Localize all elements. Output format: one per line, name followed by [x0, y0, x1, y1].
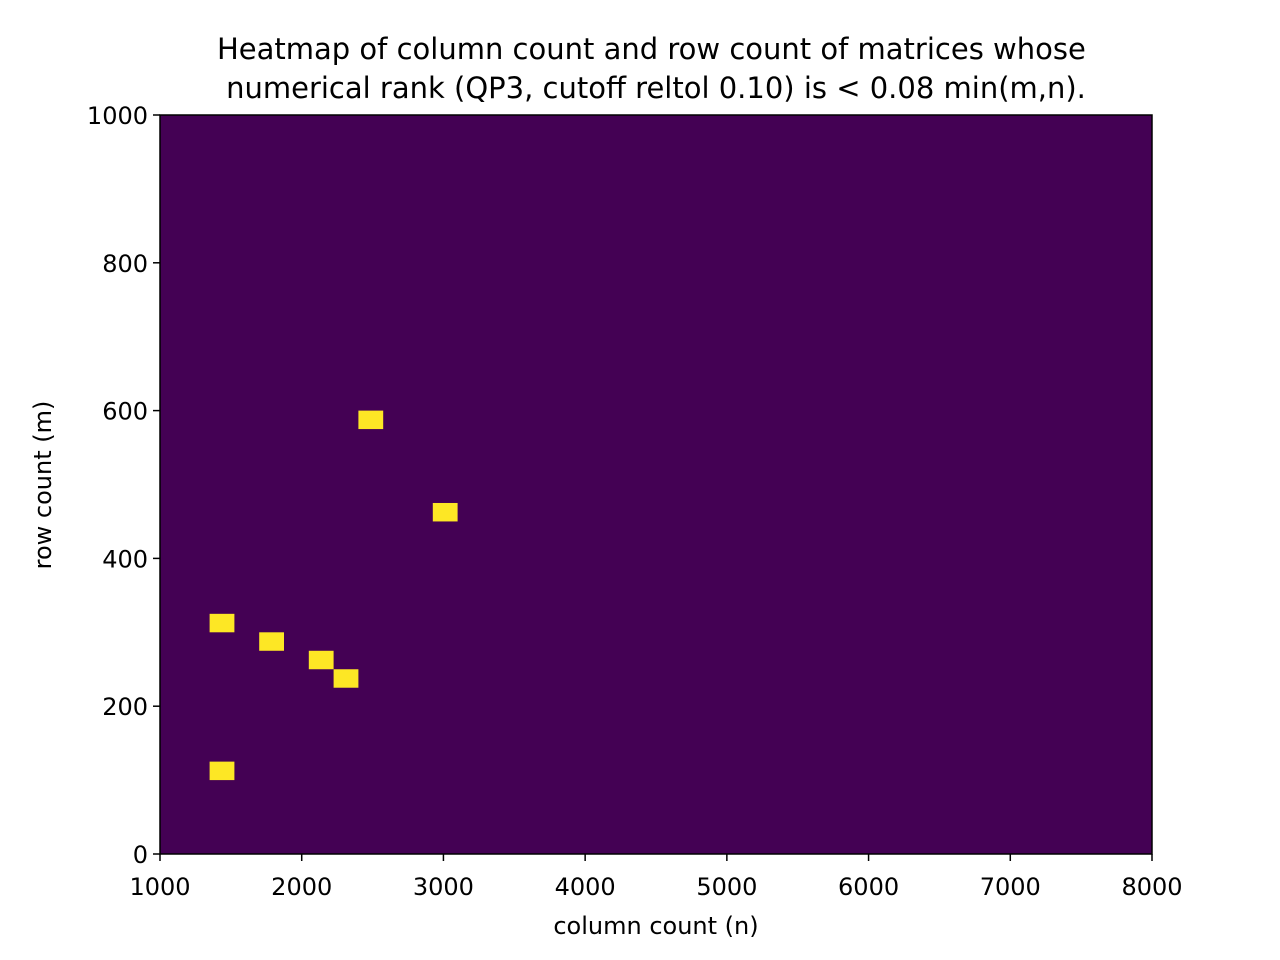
x-tick-label-3: 4000 [555, 873, 616, 901]
plot-frame [159, 114, 1153, 855]
y-tick-label-1: 200 [102, 693, 148, 721]
chart-title-line-2: numerical rank (QP3, cutoff reltol 0.10)… [226, 71, 1086, 105]
plot-area [160, 115, 1152, 854]
x-tick-label-4: 5000 [696, 873, 757, 901]
heatmap-cell-5 [333, 669, 359, 688]
heatmap-cells [209, 410, 458, 781]
heatmap-cell-4 [308, 650, 334, 670]
y-tick-label-4: 800 [102, 250, 148, 278]
y-tick-label-3: 600 [102, 398, 148, 426]
x-axis-label: column count (n) [553, 912, 758, 940]
x-tick-label-5: 6000 [838, 873, 899, 901]
heatmap-cell-0 [358, 410, 384, 430]
chart-title-line-1: Heatmap of column count and row count of… [217, 32, 1086, 66]
y-axis-label: row count (m) [29, 401, 57, 570]
x-tick-label-2: 3000 [413, 873, 474, 901]
x-tick-label-6: 7000 [980, 873, 1041, 901]
y-tick-label-2: 400 [102, 545, 148, 573]
x-tick-label-1: 2000 [271, 873, 332, 901]
chart-title: Heatmap of column count and row count of… [217, 32, 1095, 105]
heatmap-cell-2 [209, 613, 235, 633]
y-tick-label-0: 0 [133, 841, 148, 869]
y-tick-label-5: 1000 [87, 102, 148, 130]
x-tick-label-0: 1000 [129, 873, 190, 901]
heatmap-cell-1 [432, 502, 458, 522]
heatmap-cell-6 [209, 761, 235, 781]
x-tick-label-7: 8000 [1121, 873, 1182, 901]
x-axis: 1000 2000 3000 4000 5000 6000 7000 8000 [129, 854, 1183, 901]
heatmap-cell-3 [259, 632, 284, 651]
y-axis: 0 200 400 600 800 1000 [87, 102, 160, 869]
